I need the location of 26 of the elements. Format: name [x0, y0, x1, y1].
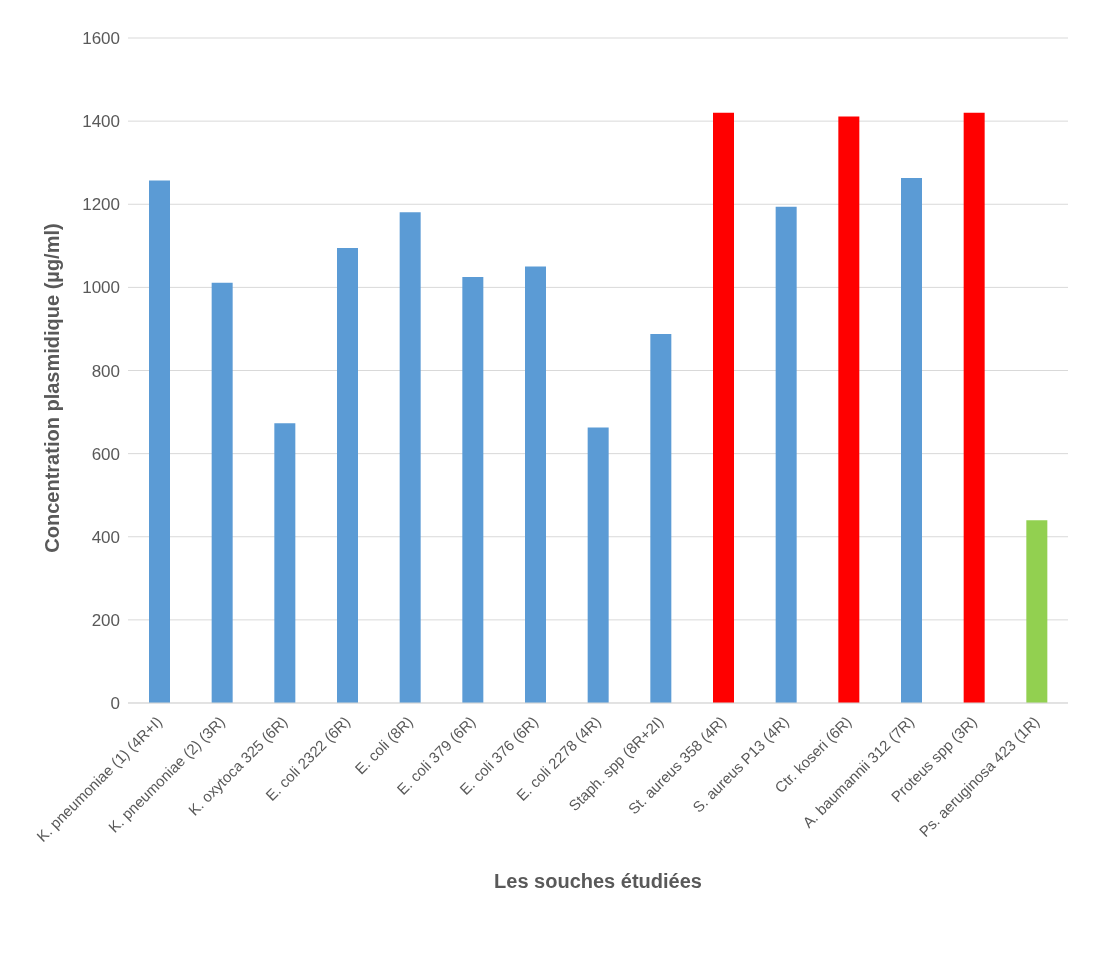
- x-axis-title: Les souches étudiées: [494, 870, 702, 892]
- y-axis-title: Concentration plasmidique (µg/ml): [40, 223, 64, 553]
- y-tick-label: 800: [91, 361, 120, 381]
- bar: [650, 333, 672, 703]
- bar: [587, 427, 609, 703]
- bar: [337, 247, 358, 703]
- bar: [838, 116, 860, 703]
- y-tick-label: 600: [91, 444, 120, 464]
- bar: [399, 212, 421, 703]
- bar: [1026, 520, 1048, 703]
- bar: [525, 266, 546, 703]
- bar: [901, 178, 922, 703]
- y-tick-label: 1600: [82, 29, 120, 49]
- y-tick-label: 1000: [82, 278, 120, 298]
- y-tick-label: 1200: [82, 195, 120, 215]
- y-tick-label: 400: [91, 527, 120, 547]
- bar: [713, 112, 734, 703]
- bar: [211, 282, 233, 703]
- y-tick-label: 0: [110, 694, 120, 714]
- bar: [963, 112, 985, 703]
- y-tick-label: 1400: [82, 112, 120, 132]
- y-tick-label: 200: [91, 610, 120, 630]
- bar: [274, 423, 296, 703]
- bar: [462, 276, 484, 703]
- bar: [149, 180, 170, 703]
- bar: [775, 206, 797, 703]
